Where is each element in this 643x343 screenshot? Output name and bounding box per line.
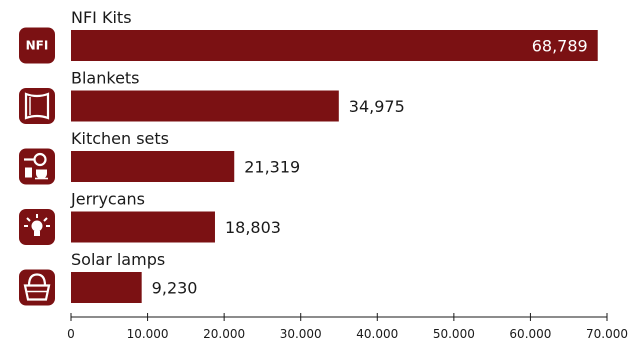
blanket-icon — [19, 88, 55, 124]
category-label: NFI Kits — [71, 8, 132, 27]
bars — [71, 30, 598, 303]
x-tick-label: 20.000 — [203, 327, 245, 341]
x-tick-label: 50.000 — [433, 327, 475, 341]
x-tick-label: 40.000 — [356, 327, 398, 341]
x-tick-label: 0 — [67, 327, 75, 341]
nfi-badge-icon: NFI — [19, 27, 55, 64]
category-icons: NFI — [19, 27, 55, 306]
bar — [71, 151, 235, 182]
category-label: Kitchen sets — [71, 129, 169, 148]
value-labels: 68,789 34,975 21,319 18,803 9,230 — [152, 37, 588, 298]
x-axis: 0 10.000 20.000 30.000 40.000 50.000 60.000 70.… — [67, 313, 628, 341]
category-labels: NFI Kits Blankets Kitchen sets Jerrycans Sol… — [70, 8, 169, 269]
value-label: 18,803 — [225, 218, 281, 237]
bar — [71, 211, 215, 243]
x-tick-label: 10.000 — [127, 327, 169, 341]
bar — [71, 272, 142, 303]
category-label: Jerrycans — [70, 190, 145, 209]
nfi-badge-text: NFI — [26, 39, 49, 53]
value-label: 9,230 — [152, 279, 198, 298]
x-tick-label: 30.000 — [280, 327, 322, 341]
jerrycan-icon — [19, 209, 55, 245]
solar-lamp-icon — [19, 269, 55, 306]
value-label: 68,789 — [532, 37, 588, 56]
bar — [71, 90, 339, 122]
x-tick-label: 60.000 — [509, 327, 551, 341]
kitchen-set-icon — [19, 148, 55, 185]
value-label: 34,975 — [349, 97, 405, 116]
bar — [71, 30, 598, 61]
category-label: Blankets — [71, 69, 140, 88]
x-tick-label: 70.000 — [586, 327, 628, 341]
value-label: 21,319 — [244, 158, 300, 177]
category-label: Solar lamps — [71, 250, 165, 269]
